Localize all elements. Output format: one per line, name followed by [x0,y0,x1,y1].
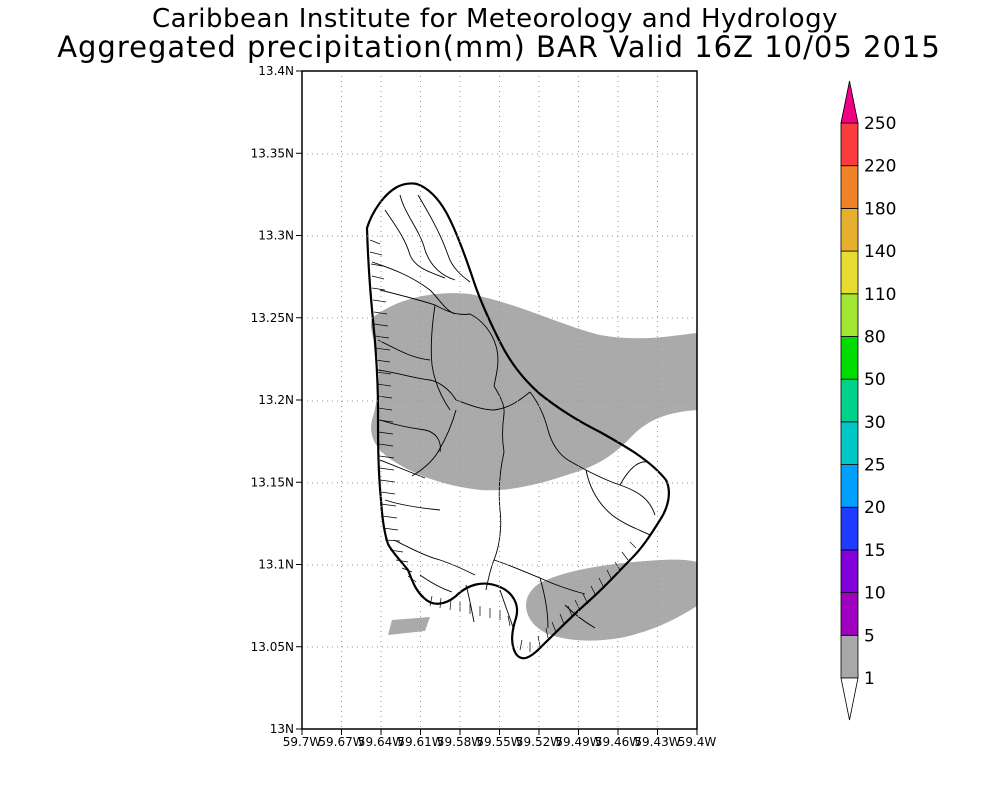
lon-tick-label: 59.46W [595,735,641,749]
colorbar-segment [840,336,859,380]
longitude-axis: 59.7W59.67W59.64W59.61W59.58W59.55W59.52… [283,729,717,749]
colorbar-segment [840,165,859,209]
colorbar-label: 5 [864,626,875,646]
colorbar-segment [840,293,859,337]
map-grid [302,71,697,729]
precip-area-southwest [388,617,430,635]
map-panel [301,70,698,730]
colorbar-segment [840,634,859,679]
colorbar-label: 1 [864,669,875,689]
colorbar-segment [840,122,859,167]
coastline-detail [369,239,637,652]
lon-tick-label: 59.64W [358,735,404,749]
lon-tick-label: 59.4W [678,735,717,749]
colorbar-segment [840,464,859,508]
lon-tick-label: 59.49W [555,735,601,749]
internal-boundaries [371,194,656,631]
colorbar-low-triangle [840,677,859,721]
lat-tick-label: 13.25N [251,311,294,325]
title-line-2: Aggregated precipitation(mm) BAR Valid 1… [57,30,941,64]
lat-tick-label: 13.05N [251,640,294,654]
lat-tick-label: 13N [270,722,294,736]
colorbar-label: 30 [864,413,886,433]
lon-tick-label: 59.7W [283,735,322,749]
colorbar-label: 25 [864,456,886,476]
lat-tick-label: 13.2N [258,393,294,407]
colorbar-segment [840,207,859,252]
lat-tick-label: 13.35N [251,146,294,160]
colorbar-high-triangle [840,80,859,124]
lat-tick-label: 13.1N [258,558,294,572]
colorbar-segment [840,549,859,594]
colorbar-label: 180 [864,199,896,219]
lat-tick-label: 13.4N [258,64,294,78]
colorbar-segment [840,592,859,636]
colorbar-label: 10 [864,584,886,604]
colorbar-segment [840,421,859,465]
colorbar-label: 140 [864,242,896,262]
lon-tick-label: 59.52W [516,735,562,749]
lat-tick-label: 13.3N [258,229,294,243]
latitude-axis: 13N 13.05N 13.1N 13.15N 13.2N 13.25N 13.3N 13.3… [251,64,302,736]
lon-tick-label: 59.67W [318,735,364,749]
island-outline [365,182,670,660]
colorbar-label: 110 [864,285,896,305]
lon-tick-label: 59.55W [476,735,522,749]
colorbar-segment [840,506,859,551]
colorbar-label: 15 [864,541,886,561]
lat-tick-label: 13.15N [251,475,294,489]
lon-tick-label: 59.61W [397,735,443,749]
colorbar-label: 20 [864,498,886,518]
colorbar-label: 220 [864,157,896,177]
colorbar-segment [840,378,859,423]
colorbar-label: 250 [864,114,896,134]
lon-tick-label: 59.43W [634,735,680,749]
title-line-1: Caribbean Institute for Meteorology and … [152,4,838,34]
lon-tick-label: 59.58W [437,735,483,749]
colorbar-label: 50 [864,370,886,390]
colorbar-segment [840,250,859,295]
colorbar-label: 80 [864,327,886,347]
